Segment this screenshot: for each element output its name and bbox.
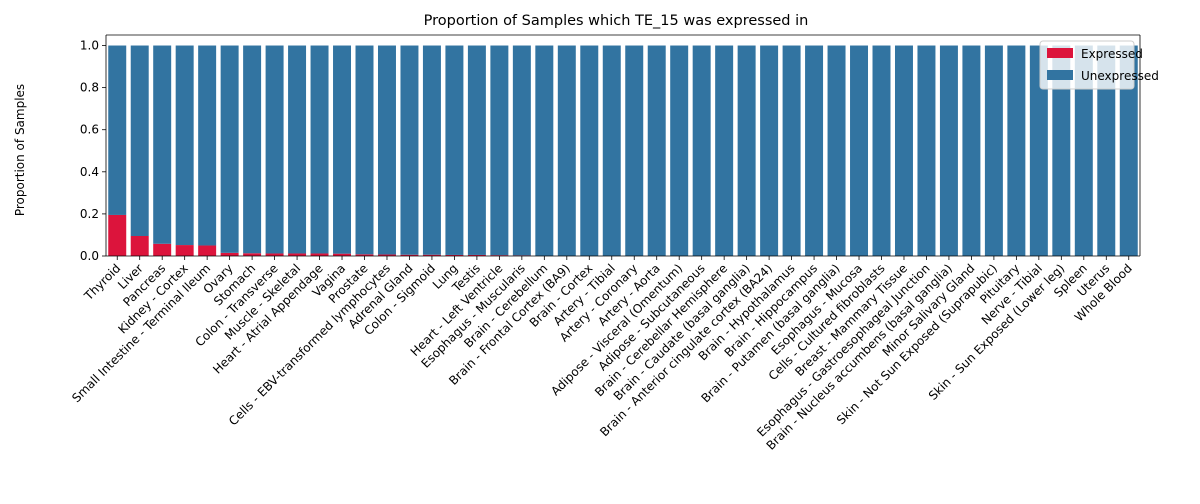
bar-unexpressed-colon-sigmoid: [422, 45, 441, 255]
legend-label-expressed: Expressed: [1081, 47, 1143, 61]
bar-unexpressed-brain-cerebellum: [535, 45, 554, 256]
bar-unexpressed-brain-hippocampus: [805, 45, 824, 256]
bar-unexpressed-adipose-subcutaneous: [692, 45, 711, 256]
y-tick-label: 0.4: [80, 165, 99, 179]
y-tick-label: 1.0: [80, 39, 99, 53]
bar-unexpressed-cells-cultured-fibroblasts: [872, 45, 891, 256]
bar-expressed-colon-transverse: [265, 253, 284, 256]
y-tick-label: 0.6: [80, 123, 99, 137]
y-tick-label: 0.2: [80, 207, 99, 221]
bar-unexpressed-heart-atrial-appendage: [310, 45, 329, 254]
bar-expressed-small-intestine-terminal-ileum: [198, 245, 217, 256]
bar-expressed-muscle-skeletal: [288, 253, 307, 256]
y-tick-label: 0.0: [80, 249, 99, 263]
bar-unexpressed-pituitary: [1007, 45, 1026, 256]
bar-unexpressed-artery-aorta: [647, 45, 666, 256]
bar-unexpressed-liver: [130, 45, 149, 236]
bar-expressed-pancreas: [153, 243, 172, 256]
bar-unexpressed-brain-frontal-cortex-ba9: [557, 45, 576, 256]
bar-unexpressed-esophagus-mucosa: [850, 45, 869, 256]
bar-expressed-prostate: [355, 254, 374, 256]
bar-unexpressed-pancreas: [153, 45, 172, 244]
bar-expressed-thyroid: [108, 214, 127, 256]
bar-unexpressed-brain-caudate-basal-ganglia: [737, 45, 756, 256]
bar-expressed-liver: [130, 236, 149, 256]
bar-unexpressed-thyroid: [108, 45, 127, 215]
bar-expressed-ovary: [220, 252, 239, 256]
y-tick-label: 0.8: [80, 81, 99, 95]
bar-unexpressed-prostate: [355, 45, 374, 255]
legend-label-unexpressed: Unexpressed: [1081, 69, 1159, 83]
bar-unexpressed-esophagus-gastroesophageal-junction: [917, 45, 936, 256]
bar-unexpressed-breast-mammary-tissue: [894, 45, 913, 256]
bar-unexpressed-adrenal-gland: [400, 45, 419, 255]
bar-expressed-testis: [467, 254, 486, 256]
bar-expressed-cells-ebv-transformed-lymphocytes: [377, 254, 396, 256]
chart-title: Proportion of Samples which TE_15 was ex…: [424, 13, 809, 29]
bar-unexpressed-esophagus-muscularis: [512, 45, 531, 256]
bar-unexpressed-minor-salivary-gland: [962, 45, 981, 256]
bar-unexpressed-brain-cortex: [580, 45, 599, 256]
bar-unexpressed-vagina: [333, 45, 352, 254]
bar-expressed-stomach: [243, 253, 262, 256]
bar-expressed-colon-sigmoid: [422, 254, 441, 256]
legend: Expressed Unexpressed: [1039, 40, 1159, 90]
bar-expressed-kidney-cortex: [175, 245, 194, 256]
bar-expressed-lung: [445, 254, 464, 256]
bar-unexpressed-artery-tibial: [602, 45, 621, 256]
bar-unexpressed-skin-not-sun-exposed-suprapubic: [984, 45, 1003, 256]
bar-expressed-heart-atrial-appendage: [310, 253, 329, 256]
bar-unexpressed-heart-left-ventricle: [490, 45, 509, 256]
bar-unexpressed-stomach: [243, 45, 262, 254]
axes-layer: 0.00.20.40.60.81.0ThyroidLiverPancreasKi…: [69, 34, 1141, 453]
bar-unexpressed-adipose-visceral-omentum: [670, 45, 689, 256]
bar-unexpressed-uterus: [1097, 45, 1116, 256]
bar-unexpressed-spleen: [1074, 45, 1093, 256]
bar-unexpressed-brain-putamen-basal-ganglia: [827, 45, 846, 256]
bar-unexpressed-whole-blood: [1119, 45, 1138, 256]
bar-unexpressed-muscle-skeletal: [288, 45, 307, 254]
y-axis-label: Proportion of Samples: [13, 84, 27, 216]
bar-unexpressed-brain-hypothalamus: [782, 45, 801, 256]
bar-unexpressed-nerve-tibial: [1029, 45, 1048, 256]
bar-unexpressed-small-intestine-terminal-ileum: [198, 45, 217, 246]
bar-unexpressed-ovary: [220, 45, 239, 253]
bar-unexpressed-brain-nucleus-accumbens-basal-ganglia: [939, 45, 958, 256]
bar-expressed-adrenal-gland: [400, 254, 419, 256]
bar-unexpressed-kidney-cortex: [175, 45, 194, 246]
bar-expressed-vagina: [333, 253, 352, 256]
bar-unexpressed-brain-cerebellar-hemisphere: [715, 45, 734, 256]
bar-unexpressed-artery-coronary: [625, 45, 644, 256]
bar-unexpressed-testis: [467, 45, 486, 255]
legend-swatch-unexpressed: [1047, 70, 1073, 80]
bar-unexpressed-cells-ebv-transformed-lymphocytes: [377, 45, 396, 255]
bar-unexpressed-brain-anterior-cingulate-cortex-ba24: [760, 45, 779, 256]
bars-layer: [108, 45, 1138, 256]
bar-expressed-heart-left-ventricle: [490, 255, 509, 256]
legend-swatch-expressed: [1047, 48, 1073, 58]
bar-unexpressed-skin-sun-exposed-lower-leg: [1052, 45, 1071, 256]
bar-unexpressed-colon-transverse: [265, 45, 284, 254]
bar-unexpressed-lung: [445, 45, 464, 255]
